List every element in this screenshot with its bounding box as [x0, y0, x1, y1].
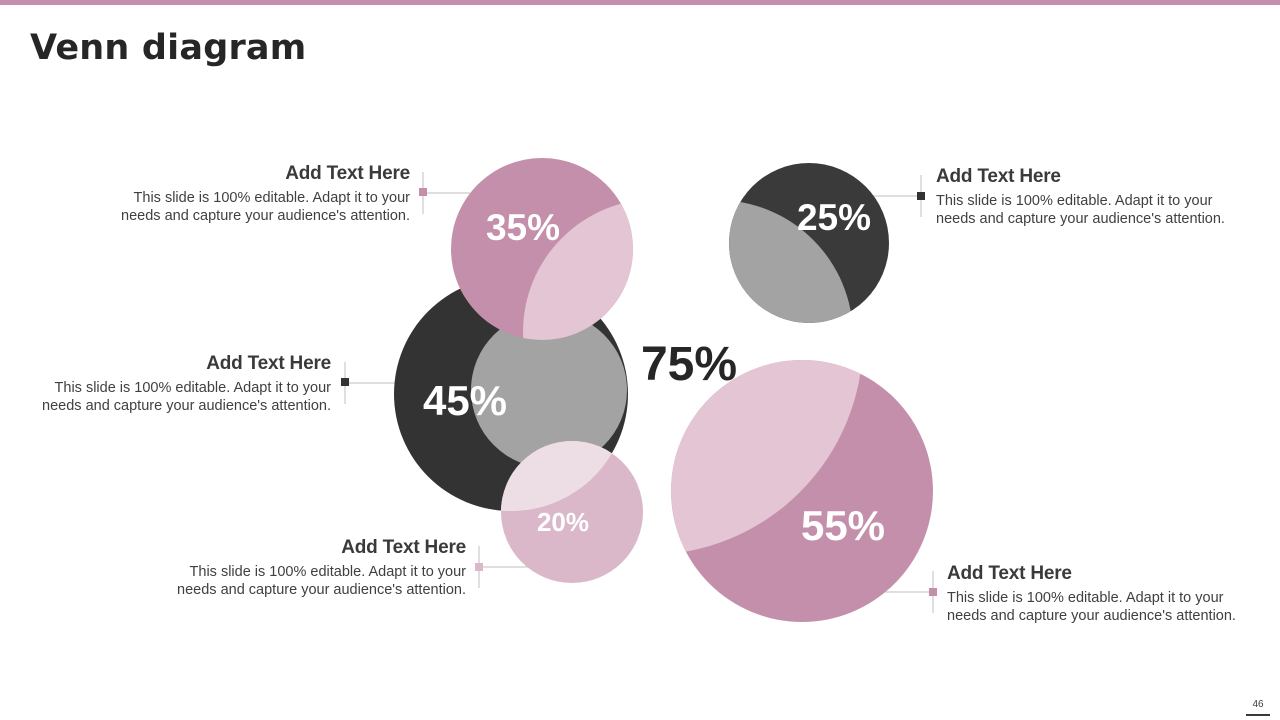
overlap-gray — [471, 312, 627, 468]
label-35: 35% — [486, 207, 560, 248]
callout-45: Add Text Here This slide is 100% editabl… — [11, 353, 331, 415]
connector-25 — [872, 175, 925, 217]
label-45: 45% — [423, 377, 507, 424]
callout-heading: Add Text Here — [936, 166, 1061, 187]
callout-heading: Add Text Here — [285, 163, 410, 184]
callout-line: needs and capture your audience's attent… — [177, 582, 466, 598]
callout-line: This slide is 100% editable. Adapt it to… — [133, 190, 410, 206]
connector-55 — [885, 571, 937, 613]
callout-20: Add Text Here This slide is 100% editabl… — [146, 537, 466, 599]
connector-35 — [419, 172, 470, 214]
overlap-35 — [523, 199, 633, 340]
callout-heading: Add Text Here — [206, 353, 331, 374]
page-number: 46 — [1252, 699, 1264, 710]
overlap-20-fill — [501, 441, 628, 511]
slide-title: Venn diagram — [30, 28, 307, 68]
callout-body: This slide is 100% editable. Adapt it to… — [936, 192, 1266, 228]
callout-55: Add Text Here This slide is 100% editabl… — [947, 563, 1272, 625]
label-20: 20% — [537, 507, 589, 537]
label-55: 55% — [801, 502, 885, 549]
callout-heading: Add Text Here — [341, 537, 466, 558]
page-number-underline — [1246, 714, 1270, 716]
callout-body: This slide is 100% editable. Adapt it to… — [11, 379, 331, 415]
callout-35: Add Text Here This slide is 100% editabl… — [90, 163, 410, 225]
callout-body: This slide is 100% editable. Adapt it to… — [947, 589, 1272, 625]
callout-line: This slide is 100% editable. Adapt it to… — [54, 380, 331, 396]
callout-line: This slide is 100% editable. Adapt it to… — [947, 590, 1224, 606]
callout-body: This slide is 100% editable. Adapt it to… — [90, 189, 410, 225]
connector-20 — [475, 546, 530, 588]
callout-heading: Add Text Here — [947, 563, 1072, 584]
callout-line: needs and capture your audience's attent… — [947, 608, 1236, 624]
center-label: 75% — [641, 338, 737, 391]
label-25: 25% — [797, 197, 871, 238]
callout-body: This slide is 100% editable. Adapt it to… — [146, 563, 466, 599]
overlap-25 — [729, 200, 853, 323]
callout-line: This slide is 100% editable. Adapt it to… — [189, 564, 466, 580]
callout-line: This slide is 100% editable. Adapt it to… — [936, 193, 1213, 209]
connector-45 — [341, 362, 396, 404]
callout-line: needs and capture your audience's attent… — [936, 211, 1225, 227]
overlap-55 — [671, 360, 863, 555]
callout-25: Add Text Here This slide is 100% editabl… — [936, 166, 1266, 228]
top-accent-bar — [0, 0, 1280, 5]
callout-line: needs and capture your audience's attent… — [121, 208, 410, 224]
callout-line: needs and capture your audience's attent… — [42, 398, 331, 414]
